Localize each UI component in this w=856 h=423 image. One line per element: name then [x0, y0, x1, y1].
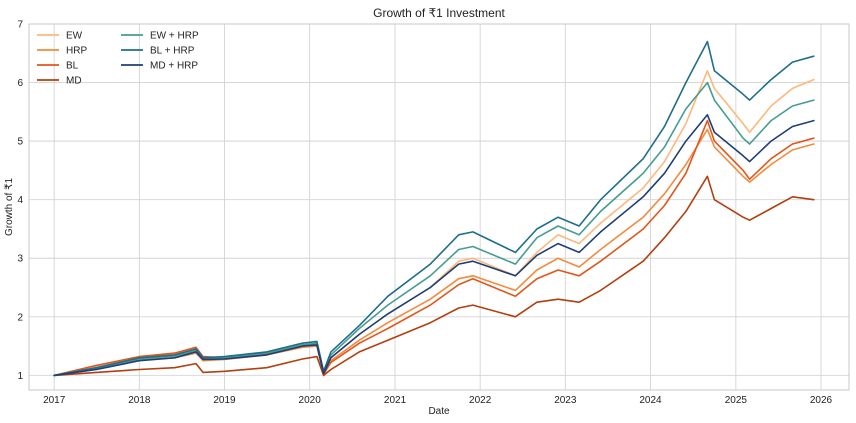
- series-lines: [53, 40, 815, 377]
- y-tick-label: 2: [17, 312, 23, 323]
- y-tick-label: 7: [17, 20, 23, 31]
- legend-label: EW: [66, 31, 83, 42]
- y-tick-label: 1: [17, 371, 23, 382]
- x-tick-label: 2018: [128, 395, 151, 406]
- x-tick-label: 2024: [639, 395, 662, 406]
- x-tick-label: 2023: [554, 395, 577, 406]
- series-line-4: [53, 175, 815, 377]
- legend-label: EW + HRP: [150, 31, 199, 42]
- series-line-6: [53, 40, 815, 377]
- x-axis-title: Date: [428, 406, 450, 417]
- series-line-5: [53, 81, 815, 377]
- plot-area-frame: [28, 23, 850, 391]
- series-line-3: [53, 119, 815, 377]
- x-tick-label: 2020: [299, 395, 322, 406]
- x-tick-label: 2021: [384, 395, 407, 406]
- chart-title: Growth of ₹1 Investment: [373, 6, 505, 20]
- x-tick-label: 2026: [810, 395, 833, 406]
- x-tick-label: 2025: [725, 395, 748, 406]
- x-tick-label: 2022: [469, 395, 492, 406]
- y-tick-label: 5: [17, 137, 23, 148]
- y-tick-label: 4: [17, 195, 23, 206]
- legend-label: BL + HRP: [150, 46, 195, 57]
- legend-label: MD + HRP: [150, 61, 198, 72]
- series-line-1: [53, 70, 815, 377]
- x-axis-ticks: 2017 2018 2019 2020 2021 2022 2023 2024 2025 2026: [43, 395, 832, 406]
- legend-label: MD: [66, 76, 82, 87]
- y-axis-ticks: 1 2 3 4 5 6 7: [17, 20, 23, 382]
- x-tick-label: 2017: [43, 395, 66, 406]
- series-line-7: [53, 114, 815, 377]
- legend-label: BL: [66, 61, 79, 72]
- series-line-2: [53, 128, 815, 377]
- legend-label: HRP: [66, 46, 87, 57]
- y-axis-title: Growth of ₹1: [4, 178, 15, 236]
- x-tick-label: 2019: [213, 395, 236, 406]
- y-tick-label: 3: [17, 254, 23, 265]
- legend: EW HRP BL MD EW + HRP BL + HRP MD + HRP: [37, 31, 199, 87]
- y-tick-label: 6: [17, 78, 23, 89]
